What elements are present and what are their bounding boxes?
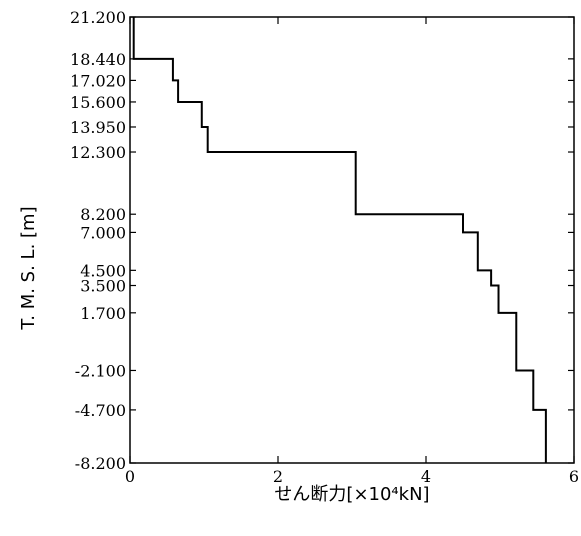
- x-axis-title: せん断力[×10⁴kN]: [274, 484, 429, 505]
- y-tick-label: -4.700: [75, 401, 126, 420]
- y-tick-label: 21.200: [70, 8, 126, 27]
- series-layer: [132, 17, 547, 463]
- y-tick-label: 4.500: [80, 261, 126, 280]
- y-tick-label: 17.020: [70, 71, 126, 90]
- y-tick-label: 18.440: [70, 50, 126, 69]
- y-tick-label: 8.200: [80, 205, 126, 224]
- y-tick-label: 15.600: [70, 93, 126, 112]
- y-tick-label: 3.500: [80, 277, 126, 296]
- x-tick-label: 0: [125, 467, 135, 486]
- y-tick-label: 13.950: [70, 118, 126, 137]
- x-tick-label: 4: [421, 467, 431, 486]
- y-tick-label: -8.200: [75, 454, 126, 473]
- x-axis-ticks: 0 2 4 6: [125, 17, 579, 486]
- y-axis-title: T. M. S. L. [m]: [18, 206, 39, 330]
- x-tick-label: 6: [569, 467, 579, 486]
- shear-force-step-line: [132, 17, 547, 463]
- plot-area: [129, 16, 575, 464]
- y-tick-label: 1.700: [80, 304, 126, 323]
- y-tick-label: 7.000: [80, 223, 126, 242]
- plot-frame: [129, 16, 575, 464]
- y-tick-label: -2.100: [75, 361, 126, 380]
- y-tick-label: 12.300: [70, 143, 126, 162]
- x-tick-label: 2: [273, 467, 283, 486]
